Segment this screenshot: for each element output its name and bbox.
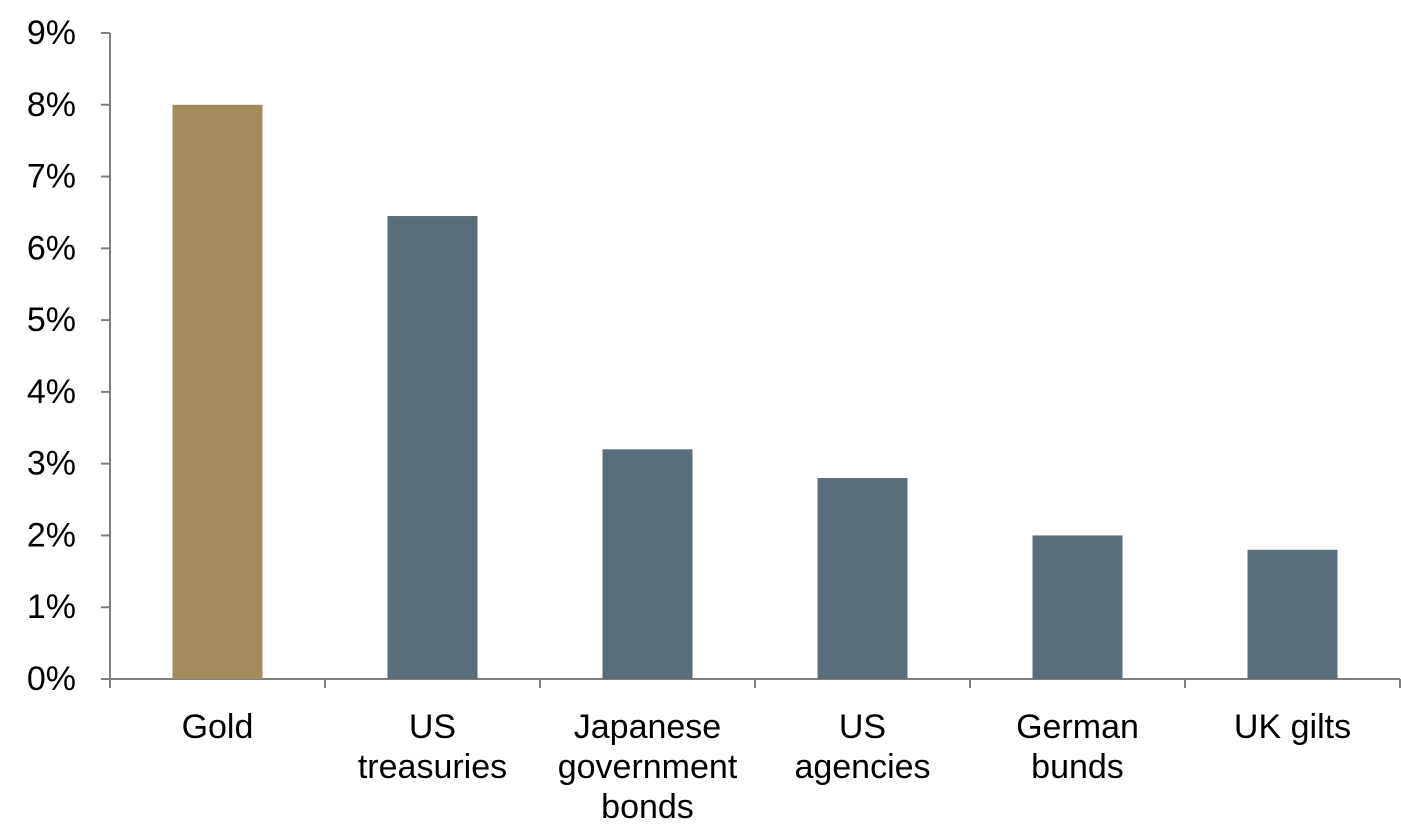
x-tick-label-line: bonds: [601, 788, 694, 826]
y-tick-label: 7%: [27, 158, 76, 196]
y-axis: 0% 1% 2% 3% 4% 5% 6% 7% 8% 9%: [27, 14, 111, 698]
x-tick-label-line: German: [1016, 708, 1139, 746]
x-tick-label-line: treasuries: [358, 748, 507, 786]
bar: [387, 216, 478, 680]
bar: [172, 104, 263, 680]
x-tick-label-line: bunds: [1031, 748, 1124, 786]
x-tick-label: UK gilts: [1234, 708, 1351, 746]
bar: [817, 478, 908, 679]
y-tick-label: 1%: [27, 588, 76, 626]
x-tick-label-line: agencies: [794, 748, 930, 786]
x-tick-label-line: UK gilts: [1234, 708, 1351, 746]
bars: [172, 104, 1338, 680]
x-tick-label-line: US: [409, 708, 456, 746]
bar: [602, 449, 693, 679]
y-tick-label: 0%: [27, 660, 76, 698]
y-tick-label: 5%: [27, 301, 76, 339]
x-tick-label: Gold: [182, 708, 254, 746]
y-tick-label: 8%: [27, 86, 76, 124]
bar: [1032, 535, 1123, 679]
y-tick-label: 4%: [27, 373, 76, 411]
x-tick-label-line: US: [839, 708, 886, 746]
x-axis: [109, 678, 1401, 688]
y-tick-label: 6%: [27, 229, 76, 267]
x-tick-label: Japanese government bonds: [558, 708, 738, 826]
bar: [1247, 549, 1338, 679]
x-tick-label-line: Japanese: [574, 708, 721, 746]
x-tick-label: US agencies: [794, 708, 930, 786]
y-tick-label: 2%: [27, 516, 76, 554]
x-tick-label: US treasuries: [358, 708, 507, 786]
x-tick-label: German bunds: [1016, 708, 1139, 786]
y-tick-label: 3%: [27, 445, 76, 483]
x-tick-label-line: Gold: [182, 708, 254, 746]
x-tick-label-line: government: [558, 748, 738, 786]
y-tick-label: 9%: [27, 14, 76, 52]
